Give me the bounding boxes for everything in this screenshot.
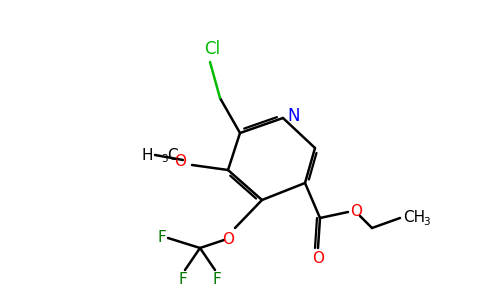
Text: 3: 3 bbox=[423, 217, 430, 227]
Text: F: F bbox=[157, 230, 166, 245]
Text: O: O bbox=[350, 203, 362, 218]
Text: C: C bbox=[167, 148, 178, 163]
Text: F: F bbox=[212, 272, 221, 287]
Text: O: O bbox=[312, 251, 324, 266]
Text: O: O bbox=[174, 154, 186, 169]
Text: F: F bbox=[179, 272, 187, 287]
Text: O: O bbox=[222, 232, 234, 247]
Text: 3: 3 bbox=[161, 154, 167, 164]
Text: N: N bbox=[287, 107, 300, 125]
Text: Cl: Cl bbox=[204, 40, 220, 58]
Text: H: H bbox=[141, 148, 153, 163]
Text: CH: CH bbox=[403, 211, 425, 226]
